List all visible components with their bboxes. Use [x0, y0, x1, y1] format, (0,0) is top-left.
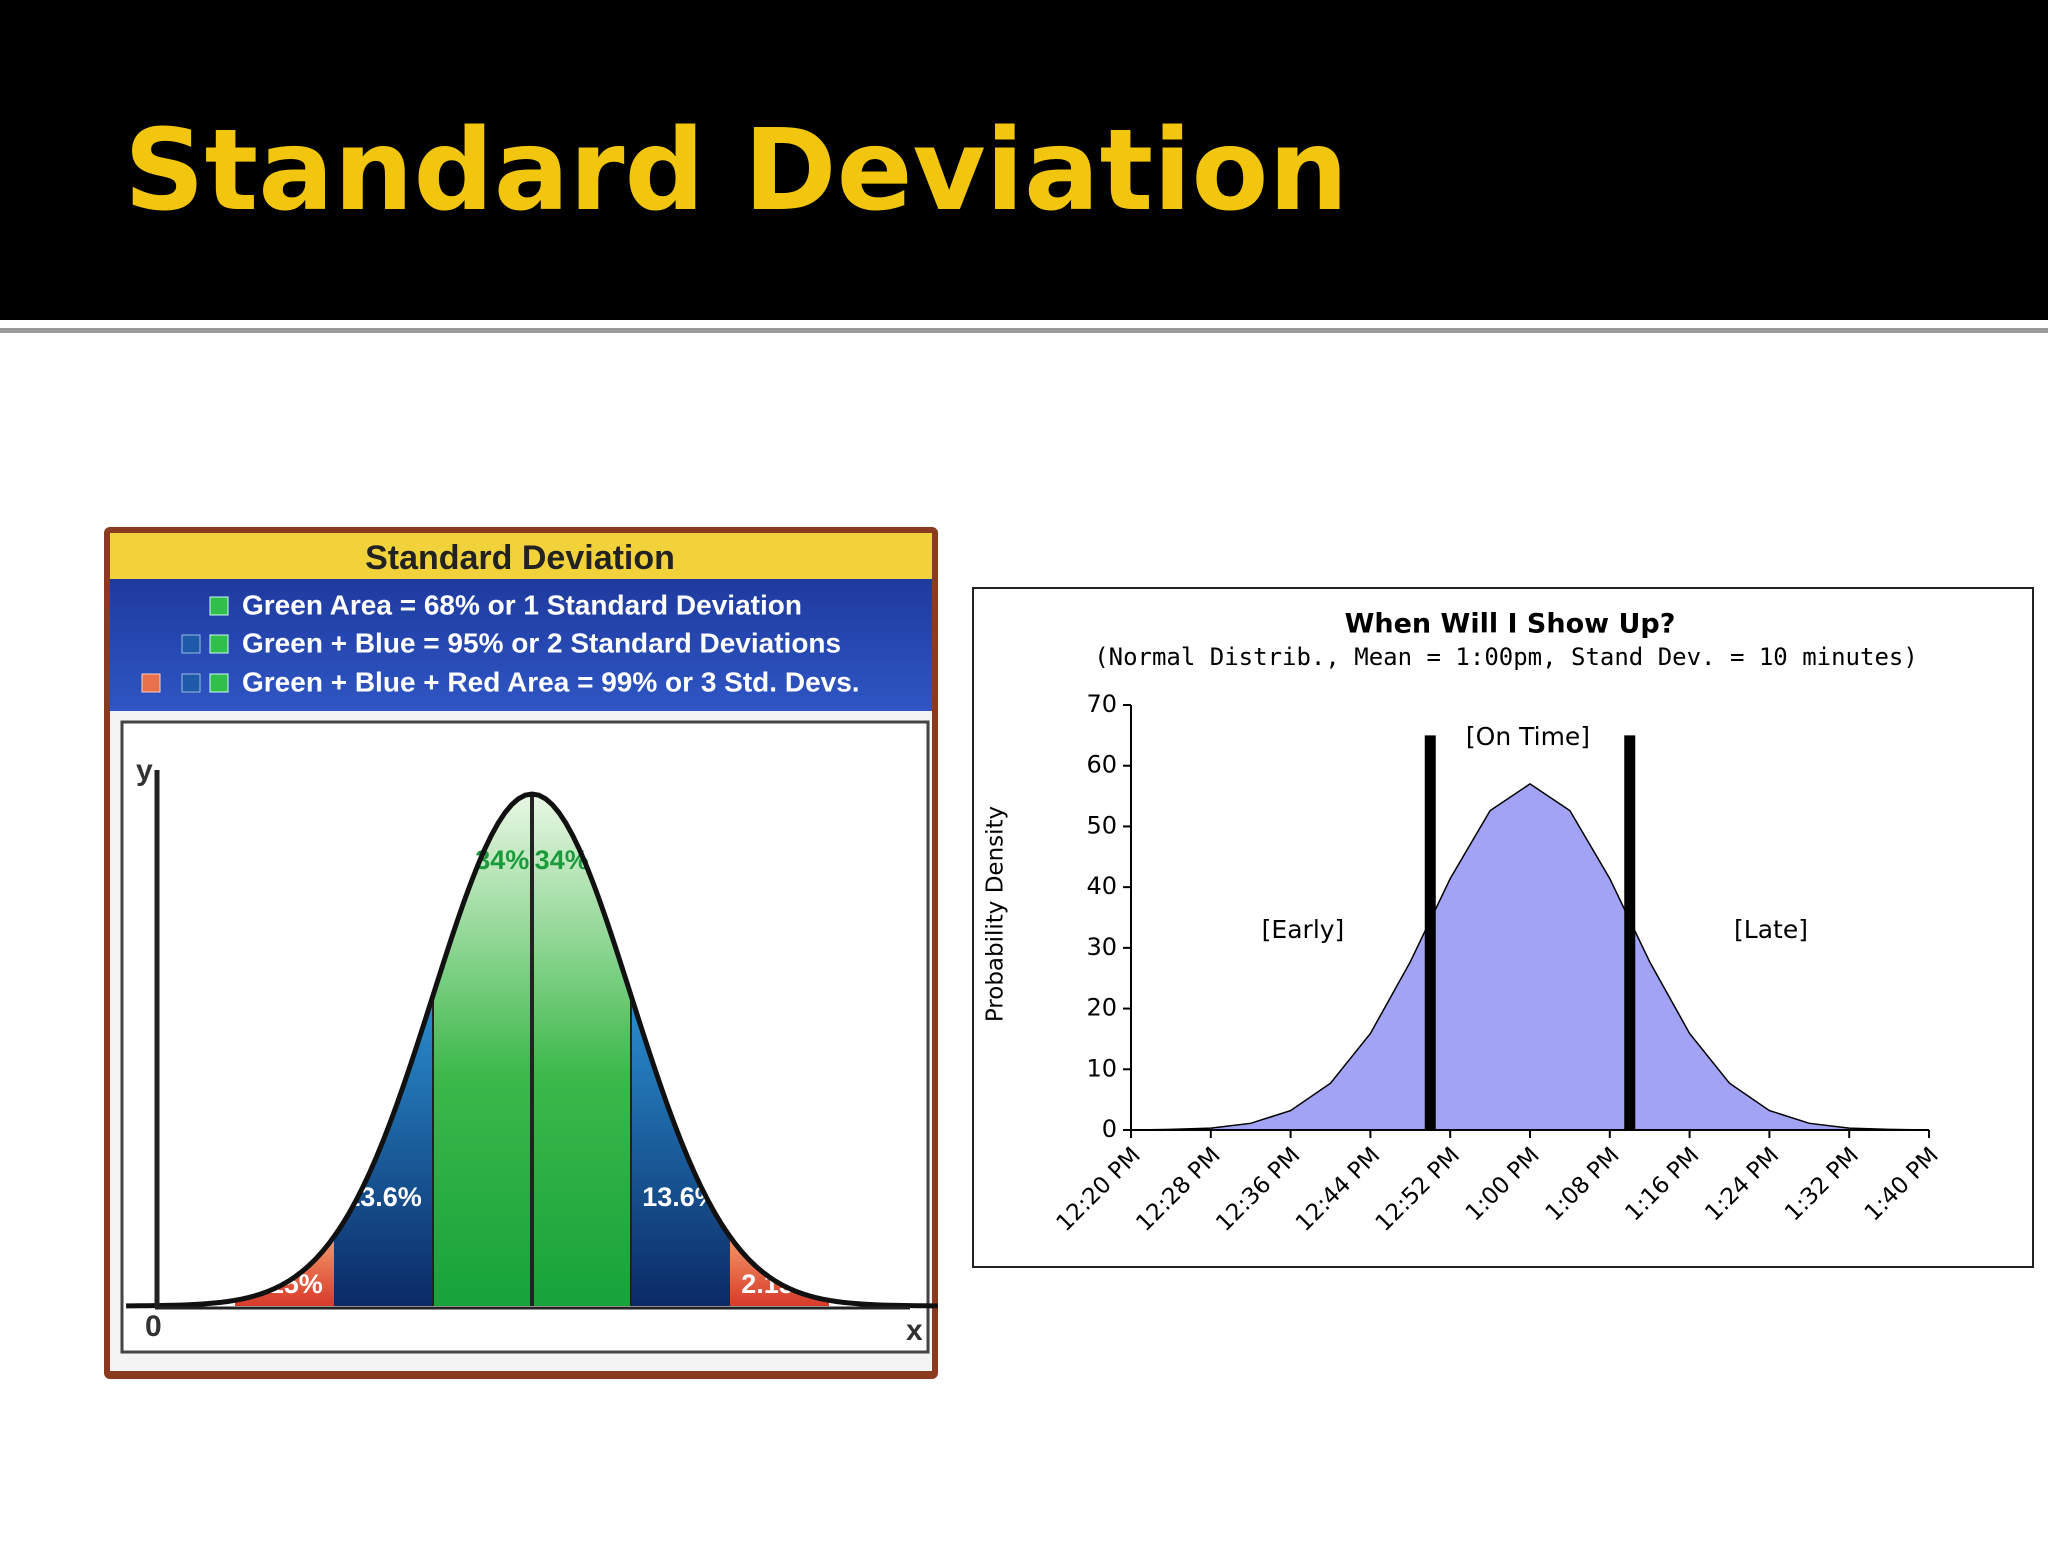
legend-swatch	[181, 634, 201, 654]
y-tick-label: 70	[1086, 690, 1117, 718]
legend-entry: Green + Blue + Red Area = 99% or 3 Std. …	[242, 666, 860, 697]
annotation: [Early]	[1262, 915, 1345, 944]
y-axis-label: Probability Density	[983, 806, 1009, 1022]
y-tick-label: 50	[1086, 811, 1117, 839]
annotation: [Late]	[1734, 915, 1808, 944]
legend-swatch	[209, 596, 229, 616]
y-tick-label: 0	[1102, 1115, 1117, 1143]
legend-entry: Green + Blue = 95% or 2 Standard Deviati…	[242, 627, 841, 658]
y-tick-label: 10	[1086, 1054, 1117, 1082]
chart-title: Standard Deviation	[365, 539, 675, 577]
legend-swatch	[141, 673, 161, 693]
header-rule	[0, 328, 2048, 333]
legend-entry: Green Area = 68% or 1 Standard Deviation	[242, 589, 802, 620]
y-tick-label: 30	[1086, 933, 1117, 961]
area	[1130, 783, 1930, 1131]
y-tick-label: 40	[1086, 872, 1117, 900]
annotation: [On Time]	[1466, 722, 1590, 751]
region	[730, 1236, 829, 1306]
legend-swatch	[209, 634, 229, 654]
axis-label: 0	[145, 1310, 162, 1343]
legend-swatch	[181, 673, 201, 693]
chart-header	[110, 533, 932, 579]
legend-box	[110, 579, 932, 711]
axis-label: y	[136, 754, 153, 787]
axis-label: x	[906, 1314, 923, 1347]
chart-title: When Will I Show Up?	[1345, 609, 1676, 640]
chart-subtitle: (Normal Distrib., Mean = 1:00pm, Stand D…	[1094, 643, 1918, 671]
slide-title: Standard Deviation	[124, 106, 1348, 236]
y-tick-label: 60	[1086, 751, 1117, 779]
header-band	[0, 0, 2048, 320]
region	[235, 1236, 334, 1306]
legend-swatch	[209, 673, 229, 693]
curve	[126, 791, 938, 1309]
area-chart: When Will I Show Up? (Normal Distrib., M…	[972, 587, 2034, 1268]
bell-chart: Standard Deviation Green Area = 68% or 1…	[104, 527, 938, 1379]
y-tick-label: 20	[1086, 994, 1117, 1022]
